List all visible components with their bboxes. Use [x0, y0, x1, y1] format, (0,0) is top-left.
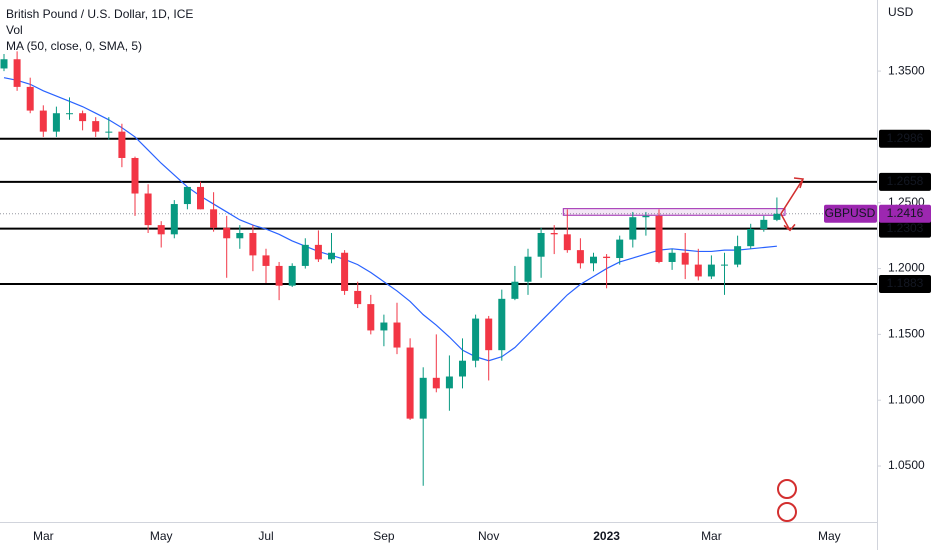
level-label: 1.2303: [887, 221, 924, 235]
candle-body: [79, 113, 87, 122]
candle-body: [39, 110, 47, 132]
candle-body: [603, 256, 611, 259]
x-tick-label: Jul: [258, 529, 273, 543]
candle-body: [655, 215, 663, 262]
candle-body: [105, 131, 113, 133]
candle-body: [380, 322, 388, 331]
symbol-label-bg: [824, 204, 877, 223]
candle-body: [354, 290, 362, 305]
y-tick-label: 1.1500: [888, 327, 925, 341]
resistance-zone: [562, 208, 786, 216]
candle-body: [275, 265, 283, 286]
candle-body: [157, 225, 165, 235]
candle-body: [472, 318, 480, 361]
candle-body: [301, 244, 309, 266]
arrow-down: [780, 213, 796, 232]
candle-body: [629, 217, 637, 240]
candle-body: [249, 233, 257, 256]
candle-body: [459, 360, 466, 377]
candle-body: [406, 347, 414, 419]
candle-body: [223, 227, 231, 239]
x-tick-label: Nov: [478, 529, 499, 543]
x-tick-label: 2023: [593, 529, 620, 543]
candle-body: [590, 256, 597, 264]
candle-body: [773, 213, 781, 220]
candle-body: [432, 377, 440, 389]
candle-body: [183, 186, 191, 205]
candle-body: [760, 219, 768, 230]
x-tick-label: Mar: [33, 529, 54, 543]
level-label: 1.2986: [887, 131, 924, 145]
level-label: 1.1883: [887, 276, 924, 290]
level-label-bg: [879, 219, 931, 238]
flag-icons: [777, 479, 797, 522]
icon: [777, 479, 797, 499]
x-tick-label: May: [150, 529, 173, 543]
candle-body: [314, 244, 322, 260]
currency: USD: [888, 5, 914, 19]
candle-body: [485, 318, 493, 351]
y-tick-label: 1.0500: [888, 458, 925, 472]
candle-body: [92, 121, 100, 132]
candle-body: [537, 233, 545, 257]
y-tick-label: 1.3500: [888, 63, 925, 77]
candle-body: [236, 233, 244, 239]
candle-body: [144, 193, 152, 226]
x-tick-label: Mar: [701, 529, 722, 543]
candle-body: [393, 322, 401, 348]
level-label-bg: [879, 274, 931, 293]
level-label-bg: [879, 172, 931, 191]
price-label-bg: [879, 204, 931, 223]
icon: [777, 502, 797, 522]
candle-body: [131, 157, 139, 194]
candle-body: [118, 131, 126, 158]
ma-line: [3, 77, 777, 362]
candle-body: [328, 252, 335, 260]
candle-body: [13, 59, 21, 87]
candle-body: [734, 246, 742, 265]
arrow-up: [780, 177, 805, 215]
candle-body: [0, 59, 8, 69]
candle-body: [550, 233, 558, 235]
candle-body: [681, 252, 689, 265]
candle-body: [576, 250, 584, 264]
x-tick-label: Sep: [373, 529, 395, 543]
candle-body: [524, 256, 532, 282]
candle-body: [563, 234, 571, 251]
candle-body: [668, 252, 676, 262]
candle-body: [262, 255, 270, 266]
candle-body: [341, 252, 349, 291]
x-tick-label: May: [818, 529, 841, 543]
symbol-label: GBPUSD: [825, 206, 876, 220]
candle-body: [26, 86, 34, 111]
candle-body: [707, 264, 715, 277]
volume-label: Vol: [6, 23, 23, 37]
level-label-bg: [879, 129, 931, 148]
y-tick-label: 1.1000: [888, 392, 925, 406]
chart-title: British Pound / U.S. Dollar, 1D, ICE: [6, 7, 193, 21]
candle-body: [616, 239, 624, 259]
candle-body: [210, 209, 218, 228]
candle-body: [419, 377, 427, 419]
candle-body: [66, 113, 73, 115]
candle-body: [170, 204, 178, 235]
candle-body: [642, 215, 650, 218]
candle-body: [511, 281, 519, 299]
candle-body: [721, 264, 728, 266]
ma-legend: MA (50, close, 0, SMA, 5): [6, 39, 142, 53]
candle-body: [498, 298, 506, 351]
level-label: 1.2658: [887, 174, 924, 188]
candle-body: [197, 186, 204, 210]
y-tick-label: 1.2000: [888, 261, 925, 275]
candle-body: [694, 264, 702, 277]
candle-body: [367, 304, 375, 331]
candle-body: [747, 229, 755, 247]
price-label: 1.2416: [887, 206, 924, 220]
candle-body: [288, 265, 296, 286]
candle-body: [52, 113, 60, 132]
candle-body: [445, 376, 453, 389]
